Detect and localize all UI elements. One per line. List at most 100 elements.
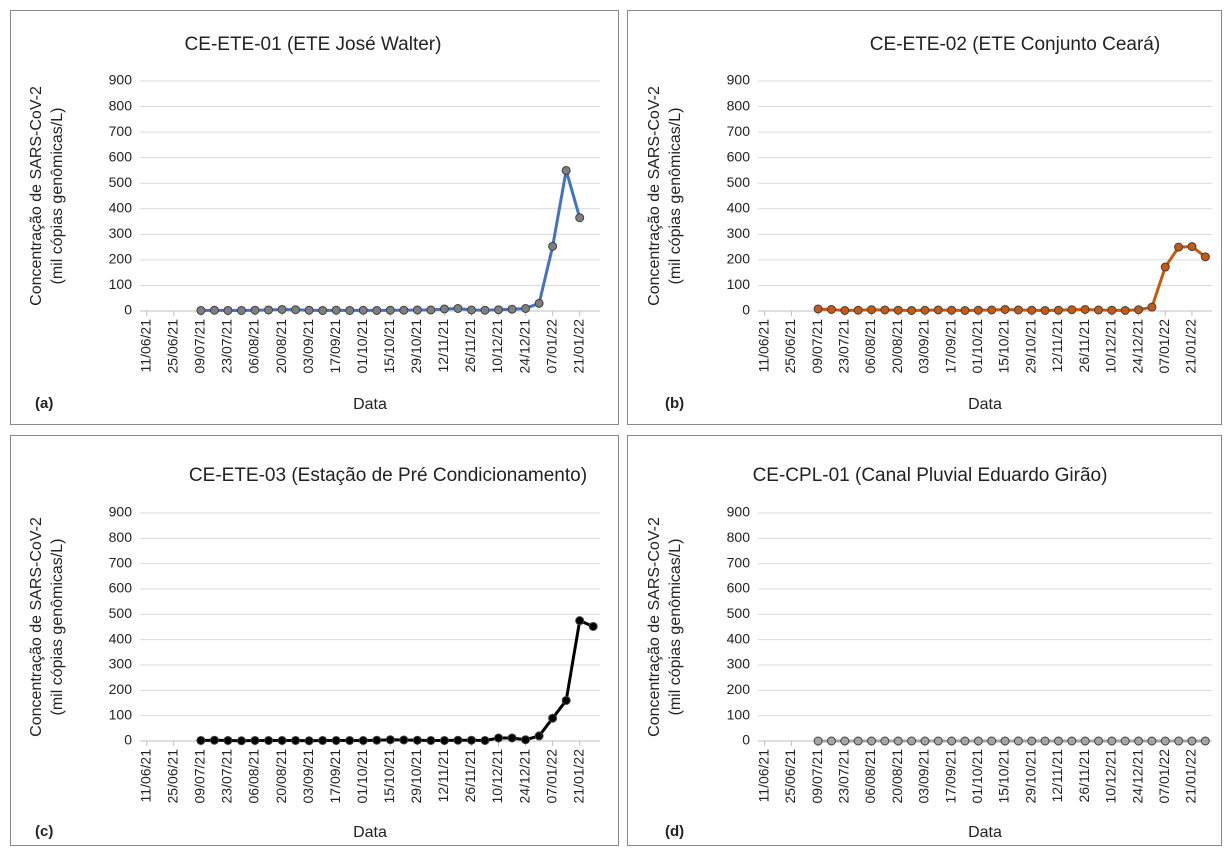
x-tick-label: 12/11/21 — [435, 319, 451, 373]
data-point — [1174, 736, 1184, 746]
x-tick-label: 20/08/21 — [273, 319, 289, 374]
data-point — [223, 735, 233, 745]
data-point — [494, 733, 504, 743]
x-tick-label: 07/01/22 — [543, 749, 559, 804]
data-point — [318, 735, 328, 745]
y-tick-label: 700 — [109, 123, 133, 139]
x-tick-label: 29/10/21 — [1022, 749, 1038, 804]
y-tick-label: 500 — [109, 605, 133, 621]
x-tick-label: 01/10/21 — [354, 749, 370, 804]
chart-title: CE-CPL-01 (Canal Pluvial Eduardo Girão) — [753, 465, 1108, 486]
x-tick-label: 21/01/22 — [570, 749, 586, 804]
data-point — [1027, 736, 1037, 746]
data-point — [853, 305, 863, 315]
x-tick-label: 21/01/22 — [570, 319, 586, 374]
data-point — [521, 303, 531, 313]
x-tick-label: 09/07/21 — [192, 319, 208, 374]
y-tick-label: 300 — [109, 225, 133, 241]
x-tick-label: 25/06/21 — [165, 319, 181, 374]
data-point — [521, 735, 531, 745]
y-axis-label: (mil cópias genômicas/L) — [49, 108, 66, 285]
x-tick-label: 07/01/22 — [1156, 319, 1172, 374]
data-point — [1053, 305, 1063, 315]
x-tick-label: 03/09/21 — [916, 749, 932, 804]
data-point — [385, 735, 395, 745]
y-tick-label: 700 — [727, 554, 751, 570]
x-tick-label: 23/07/21 — [835, 749, 851, 804]
data-point — [412, 305, 422, 315]
series-line — [200, 170, 582, 312]
data-point — [291, 735, 301, 745]
x-tick-label: 07/01/22 — [543, 319, 559, 374]
data-point — [318, 305, 328, 315]
data-point — [947, 736, 957, 746]
data-point — [466, 735, 476, 745]
y-axis-label: (mil cópias genômicas/L) — [49, 539, 66, 716]
data-point — [987, 305, 997, 315]
data-point — [973, 736, 983, 746]
x-axis-label: Data — [353, 396, 387, 413]
x-tick-label: 15/10/21 — [996, 319, 1012, 374]
y-tick-label: 700 — [109, 554, 133, 570]
x-tick-label: 29/10/21 — [408, 749, 424, 804]
x-tick-label: 26/11/21 — [462, 749, 478, 803]
data-point — [277, 304, 287, 314]
y-tick-label: 600 — [727, 148, 751, 164]
data-point — [1094, 305, 1103, 315]
y-tick-label: 0 — [742, 302, 750, 318]
data-point — [426, 735, 436, 745]
x-tick-label: 10/12/21 — [1103, 749, 1119, 804]
data-point — [907, 736, 917, 746]
x-tick-label: 03/09/21 — [300, 319, 316, 374]
y-tick-label: 200 — [727, 251, 751, 267]
data-point — [813, 736, 823, 746]
y-tick-label: 500 — [727, 605, 751, 621]
data-point — [372, 735, 382, 745]
x-tick-label: 12/11/21 — [1049, 319, 1065, 373]
data-point — [236, 736, 246, 746]
data-point — [304, 736, 314, 746]
x-axis-label: Data — [353, 824, 387, 841]
y-tick-label: 500 — [109, 174, 133, 190]
data-point — [209, 735, 219, 745]
data-point — [1067, 305, 1077, 315]
x-tick-label: 24/12/21 — [516, 319, 532, 374]
x-tick-label: 20/08/21 — [889, 749, 905, 804]
y-tick-label: 900 — [109, 72, 133, 88]
data-point — [1027, 305, 1037, 315]
panel-frame — [627, 10, 1222, 425]
x-tick-label: 03/09/21 — [300, 749, 316, 804]
x-tick-label: 07/01/22 — [1156, 749, 1172, 804]
y-axis-label: (mil cópias genômicas/L) — [667, 539, 684, 716]
data-point — [880, 305, 890, 315]
data-point — [331, 735, 341, 745]
x-tick-label: 23/07/21 — [219, 749, 235, 804]
data-point — [826, 736, 836, 746]
data-point — [358, 305, 368, 315]
data-point — [345, 305, 355, 315]
panel-frame — [10, 435, 619, 846]
x-tick-label: 10/12/21 — [489, 319, 505, 374]
data-point — [1094, 736, 1103, 746]
data-point — [439, 735, 449, 745]
y-tick-label: 400 — [109, 630, 133, 646]
data-point — [893, 736, 903, 746]
data-point — [250, 305, 260, 315]
data-point — [494, 305, 504, 315]
y-tick-label: 0 — [124, 302, 132, 318]
panel-label: (b) — [665, 395, 684, 412]
x-tick-label: 09/07/21 — [809, 749, 825, 804]
data-point — [548, 713, 558, 723]
x-tick-label: 12/11/21 — [1049, 749, 1065, 803]
data-point — [412, 735, 422, 745]
data-point — [893, 305, 903, 315]
x-tick-label: 17/09/21 — [327, 319, 343, 374]
data-point — [1080, 304, 1090, 314]
data-point — [1067, 736, 1077, 746]
y-tick-label: 800 — [109, 97, 133, 113]
data-point — [507, 304, 517, 314]
data-point — [399, 735, 409, 745]
data-point — [561, 165, 571, 175]
x-tick-label: 11/06/21 — [137, 749, 153, 803]
